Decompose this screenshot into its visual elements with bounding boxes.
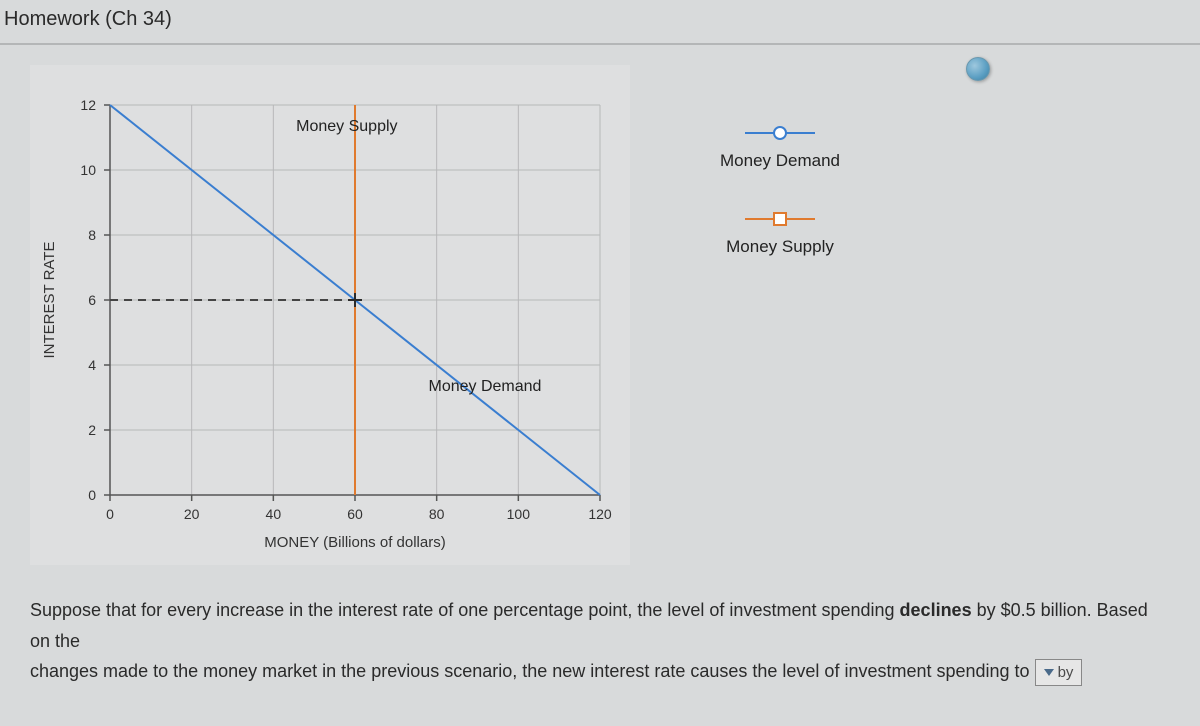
legend-symbol-supply — [745, 211, 815, 227]
svg-text:0: 0 — [106, 506, 114, 522]
svg-text:12: 12 — [80, 97, 96, 113]
svg-text:80: 80 — [429, 506, 445, 522]
drag-handle-icon[interactable] — [966, 57, 990, 81]
svg-text:Money Supply: Money Supply — [296, 118, 397, 135]
svg-text:MONEY (Billions of dollars): MONEY (Billions of dollars) — [264, 534, 445, 551]
svg-text:10: 10 — [80, 162, 96, 178]
chart-area: 0 20 40 60 80 100 120 0 2 4 6 8 10 12 MONEY (Billions … — [30, 65, 630, 565]
chart-legend: Money Demand Money Supply — [720, 125, 840, 257]
svg-text:60: 60 — [347, 506, 363, 522]
chart-row: 0 20 40 60 80 100 120 0 2 4 6 8 10 12 MONEY (Billions … — [30, 65, 1170, 565]
legend-entry-supply[interactable]: Money Supply — [720, 211, 840, 257]
question-text: Suppose that for every increase in the i… — [30, 565, 1170, 687]
legend-label-supply: Money Supply — [726, 237, 834, 257]
svg-text:20: 20 — [184, 506, 200, 522]
svg-text:40: 40 — [266, 506, 282, 522]
svg-text:2: 2 — [88, 422, 96, 438]
svg-text:0: 0 — [88, 487, 96, 503]
answer-dropdown[interactable]: by — [1035, 659, 1083, 687]
chevron-down-icon — [1044, 669, 1054, 676]
question-declines-word: declines — [900, 600, 972, 620]
svg-text:100: 100 — [507, 506, 531, 522]
content-wrap: 0 20 40 60 80 100 120 0 2 4 6 8 10 12 MONEY (Billions … — [0, 45, 1200, 687]
svg-text:6: 6 — [88, 292, 96, 308]
svg-text:8: 8 — [88, 227, 96, 243]
legend-entry-demand[interactable]: Money Demand — [720, 125, 840, 171]
svg-text:4: 4 — [88, 357, 96, 373]
legend-symbol-demand — [745, 125, 815, 141]
question-line2-prefix: changes made to the money market in the … — [30, 661, 1035, 681]
svg-text:120: 120 — [588, 506, 612, 522]
dropdown-text: by — [1058, 664, 1074, 681]
svg-text:INTEREST RATE: INTEREST RATE — [41, 242, 58, 359]
page-title: Homework (Ch 34) — [0, 0, 1200, 45]
question-line1-prefix: Suppose that for every increase in the i… — [30, 600, 900, 620]
money-market-chart: 0 20 40 60 80 100 120 0 2 4 6 8 10 12 MONEY (Billions … — [30, 65, 630, 565]
svg-text:Money Demand: Money Demand — [429, 378, 542, 395]
legend-label-demand: Money Demand — [720, 151, 840, 171]
